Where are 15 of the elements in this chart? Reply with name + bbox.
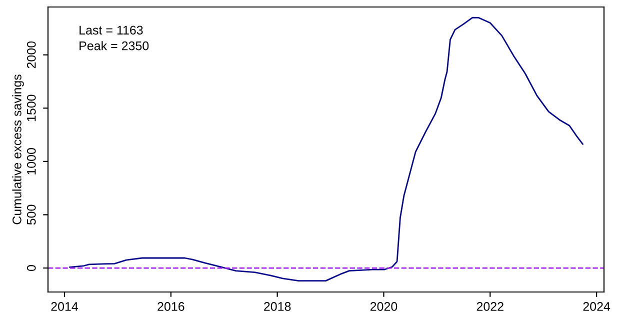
y-tick-label: 1500	[26, 94, 36, 122]
y-axis-title: Cumulative excess savings	[12, 74, 24, 224]
x-tick-label: 2016	[158, 302, 184, 311]
annotation: Peak = 2350	[80, 41, 149, 50]
x-tick-label: 2014	[51, 302, 78, 311]
y-tick-label: 500	[26, 204, 36, 225]
x-tick-label: 2020	[370, 302, 398, 311]
y-tick-label: 1000	[26, 148, 36, 174]
x-tick-label: 2018	[264, 302, 291, 311]
line-series	[69, 16, 584, 282]
y-tick-label: 2000	[26, 41, 36, 68]
annotation: Last = 1163	[80, 26, 143, 35]
y-tick-label: 0	[26, 265, 36, 272]
x-tick-label: 2022	[476, 302, 504, 311]
x-tick-label: 2024	[583, 302, 610, 311]
